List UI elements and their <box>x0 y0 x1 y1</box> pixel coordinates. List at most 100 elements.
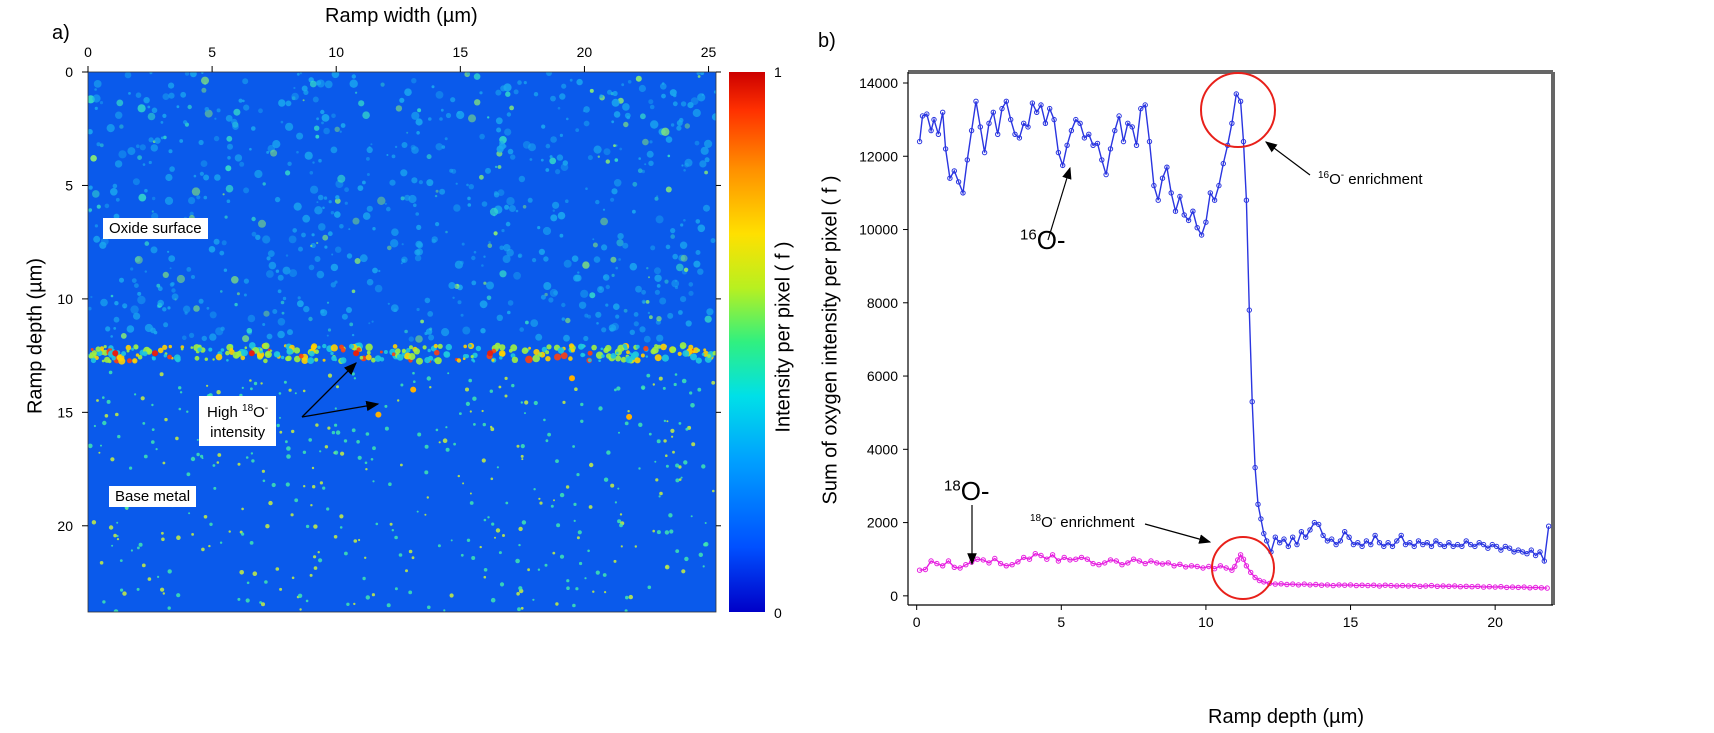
interface-speckle <box>499 356 503 360</box>
base-speckle <box>167 569 172 574</box>
interface-speckle <box>606 353 612 359</box>
oxide-speckle <box>387 302 390 305</box>
oxide-speckle <box>99 241 107 249</box>
data-point-o18 <box>1009 562 1015 568</box>
oxide-speckle <box>415 240 423 248</box>
oxide-speckle <box>622 242 629 249</box>
base-speckle <box>313 566 318 570</box>
oxide-speckle <box>362 180 366 185</box>
base-speckle <box>340 451 345 456</box>
oxide-speckle <box>483 281 487 285</box>
oxide-speckle <box>488 241 491 244</box>
data-point-o16 <box>1008 116 1014 123</box>
base-speckle <box>113 609 119 612</box>
base-speckle <box>664 530 670 535</box>
data-point-o18 <box>1527 585 1533 591</box>
oxide-speckle <box>505 221 511 227</box>
base-speckle <box>175 436 179 441</box>
base-speckle <box>327 373 333 378</box>
interface-speckle <box>241 349 248 357</box>
oxide-speckle <box>401 142 408 148</box>
oxide-speckle <box>434 194 438 198</box>
oxide-speckle <box>454 283 460 289</box>
data-point-o16 <box>960 190 966 196</box>
oxide-speckle <box>549 157 557 165</box>
data-point-o18 <box>1107 557 1114 563</box>
oxide-speckle <box>322 206 325 210</box>
base-speckle <box>559 492 565 498</box>
oxide-speckle <box>400 196 405 201</box>
oxide-speckle <box>473 250 477 254</box>
oxide-speckle <box>310 244 313 248</box>
oxide-speckle <box>411 111 420 120</box>
oxide-speckle <box>191 275 195 279</box>
base-speckle <box>577 530 582 535</box>
oxide-speckle <box>629 262 638 271</box>
oxide-speckle <box>710 238 716 244</box>
interface-speckle <box>244 346 248 350</box>
base-speckle <box>252 571 258 576</box>
oxide-speckle <box>611 120 615 124</box>
data-point-o18 <box>1434 583 1440 589</box>
data-point-o16 <box>1407 540 1413 546</box>
oxide-speckle <box>605 159 610 164</box>
base-speckle <box>473 423 476 426</box>
oxide-speckle <box>357 185 364 192</box>
interface-speckle <box>293 347 301 354</box>
base-speckle <box>259 601 262 604</box>
oxide-speckle <box>623 121 629 128</box>
interface-speckle <box>690 353 697 361</box>
base-speckle <box>429 386 432 389</box>
data-point-o18 <box>1347 582 1354 588</box>
series-label-o18: 18O- <box>944 476 990 506</box>
interface-speckle <box>308 350 315 357</box>
data-point-o16 <box>1394 538 1400 544</box>
base-speckle <box>286 454 291 459</box>
data-point-o16 <box>1181 212 1187 218</box>
interface-speckle <box>532 354 540 363</box>
oxide-speckle <box>501 229 505 233</box>
interface-speckle <box>391 352 396 357</box>
data-point-o16 <box>951 168 958 174</box>
base-speckle <box>116 521 119 524</box>
oxide-speckle <box>314 125 320 131</box>
interface-speckle <box>180 345 185 349</box>
oxide-speckle <box>282 266 291 275</box>
data-point-o16 <box>1177 193 1183 200</box>
oxide-speckle <box>188 197 196 205</box>
oxide-speckle <box>255 234 261 240</box>
oxide-speckle <box>390 239 399 248</box>
base-speckle <box>481 409 484 413</box>
data-point-o16 <box>942 146 949 152</box>
oxide-speckle <box>309 80 317 88</box>
base-speckle <box>245 456 249 459</box>
oxide-speckle <box>688 290 694 296</box>
heatmap-x-tick-label: 0 <box>84 44 92 60</box>
base-speckle <box>357 455 362 460</box>
data-point-o18 <box>934 560 940 567</box>
oxide-speckle <box>585 187 588 190</box>
oxide-speckle <box>114 160 123 168</box>
interface-speckle <box>220 348 225 352</box>
y-tick-label: 10000 <box>859 222 898 238</box>
oxide-speckle <box>671 279 680 288</box>
data-point-o16 <box>981 149 988 156</box>
oxide-speckle <box>138 193 147 202</box>
oxide-speckle <box>339 130 342 133</box>
oxide-speckle <box>583 120 590 127</box>
base-speckle <box>302 450 307 454</box>
interface-speckle <box>545 356 551 362</box>
interface-speckle <box>525 355 533 364</box>
data-point-o16 <box>1246 307 1252 313</box>
base-speckle <box>140 396 145 401</box>
base-speckle <box>411 556 415 560</box>
base-speckle <box>216 390 221 395</box>
oxide-speckle <box>683 169 686 172</box>
oxide-speckle <box>201 76 209 85</box>
interface-speckle <box>317 345 321 349</box>
interface-speckle <box>131 347 135 351</box>
oxide-speckle <box>330 211 335 215</box>
oxide-speckle <box>344 201 348 205</box>
base-speckle <box>279 416 281 419</box>
oxide-speckle <box>700 146 709 155</box>
